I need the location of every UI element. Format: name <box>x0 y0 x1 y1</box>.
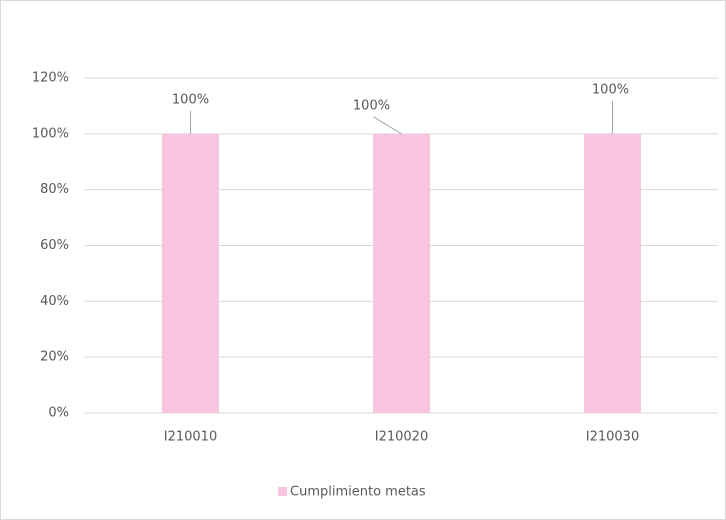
data-label: 100% <box>592 82 629 97</box>
y-tick-label: 80% <box>40 182 69 197</box>
bar <box>584 133 641 414</box>
legend-label: Cumplimiento metas <box>290 485 426 500</box>
x-tick-label: I210030 <box>586 430 639 445</box>
bar <box>373 133 430 414</box>
y-tick-label: 0% <box>48 406 69 421</box>
y-tick-label: 40% <box>40 294 69 309</box>
x-tick-label: I210020 <box>375 430 428 445</box>
x-tick-label: I210010 <box>164 430 217 445</box>
data-label: 100% <box>353 98 390 113</box>
y-tick-label: 100% <box>32 126 69 141</box>
y-tick-label: 120% <box>32 71 69 86</box>
label-leader <box>373 116 402 135</box>
y-tick-label: 20% <box>40 350 69 365</box>
legend-swatch <box>278 487 287 496</box>
bar <box>162 133 219 414</box>
y-tick-label: 60% <box>40 238 69 253</box>
data-label: 100% <box>172 92 209 107</box>
